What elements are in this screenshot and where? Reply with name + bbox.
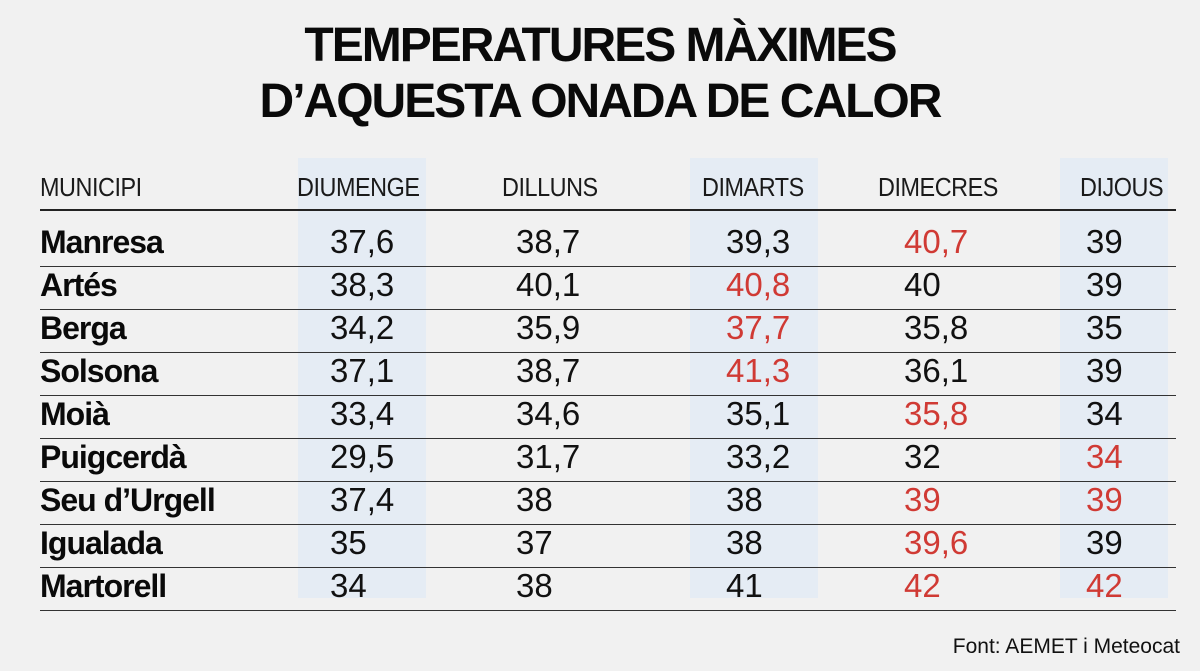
cell-diumenge: 33,4: [330, 395, 395, 432]
cell-diumenge: 29,5: [330, 438, 395, 475]
row-divider: [40, 610, 1176, 611]
row-divider: [40, 524, 1176, 525]
title-line-1: TEMPERATURES MÀXIMES: [304, 19, 897, 72]
cell-dilluns: 38: [516, 481, 553, 518]
municipi-label: Artés: [40, 267, 118, 303]
municipi-label: Manresa: [40, 224, 164, 260]
cell-dimarts: 33,2: [726, 438, 791, 475]
cell-dijous: 39: [1086, 266, 1123, 303]
cell-dijous: 42: [1086, 567, 1123, 604]
source-note: Font: AEMET i Meteocat: [952, 635, 1180, 658]
row-divider: [40, 266, 1176, 267]
cell-dilluns: 38,7: [516, 223, 581, 260]
cell-dimarts: 40,8: [726, 266, 791, 303]
cell-diumenge: 34,2: [330, 309, 395, 346]
header-municipi: MUNICIPI: [40, 172, 142, 202]
header-dimecres: DIMECRES: [878, 172, 998, 202]
municipi-label: Solsona: [40, 353, 158, 389]
cell-dimarts: 37,7: [726, 309, 791, 346]
cell-dimecres: 39,6: [904, 524, 969, 561]
cell-dijous: 39: [1086, 223, 1123, 260]
cell-dijous: 34: [1086, 395, 1123, 432]
cell-dilluns: 38,7: [516, 352, 581, 389]
cell-dijous: 34: [1086, 438, 1123, 475]
municipi-label: Berga: [40, 310, 127, 346]
cell-dimecres: 42: [904, 567, 941, 604]
row-divider: [40, 395, 1176, 396]
cell-diumenge: 38,3: [330, 266, 395, 303]
cell-dilluns: 31,7: [516, 438, 581, 475]
municipi-label: Moià: [40, 396, 110, 432]
municipi-label: Igualada: [40, 525, 163, 561]
cell-dimecres: 40: [904, 266, 941, 303]
cell-dimarts: 35,1: [726, 395, 791, 432]
cell-dimecres: 39: [904, 481, 941, 518]
cell-diumenge: 34: [330, 567, 367, 604]
cell-diumenge: 37,6: [330, 223, 395, 260]
cell-dimarts: 38: [726, 524, 763, 561]
header-dimarts: DIMARTS: [702, 172, 804, 202]
cell-dimecres: 36,1: [904, 352, 969, 389]
cell-dilluns: 38: [516, 567, 553, 604]
municipi-label: Seu d’Urgell: [40, 482, 216, 518]
row-divider: [40, 352, 1176, 353]
header-dijous: DIJOUS: [1080, 172, 1164, 202]
row-divider: [40, 567, 1176, 568]
cell-dimecres: 40,7: [904, 223, 969, 260]
cell-dilluns: 34,6: [516, 395, 581, 432]
row-divider: [40, 481, 1176, 482]
cell-dimarts: 41: [726, 567, 763, 604]
cell-diumenge: 37,1: [330, 352, 395, 389]
cell-dimarts: 41,3: [726, 352, 791, 389]
cell-dilluns: 37: [516, 524, 553, 561]
cell-dijous: 39: [1086, 524, 1123, 561]
title-line-2: D’AQUESTA ONADA DE CALOR: [259, 75, 943, 128]
cell-dimarts: 39,3: [726, 223, 791, 260]
cell-dimecres: 35,8: [904, 395, 969, 432]
cell-dimecres: 35,8: [904, 309, 969, 346]
cell-dilluns: 35,9: [516, 309, 581, 346]
cell-diumenge: 35: [330, 524, 367, 561]
cell-dijous: 35: [1086, 309, 1123, 346]
municipi-label: Puigcerdà: [40, 439, 187, 475]
header-dilluns: DILLUNS: [502, 172, 598, 202]
cell-dimecres: 32: [904, 438, 941, 475]
row-divider: [40, 309, 1176, 310]
row-divider: [40, 438, 1176, 439]
cell-dijous: 39: [1086, 352, 1123, 389]
chart-title: TEMPERATURES MÀXIMES D’AQUESTA ONADA DE …: [0, 18, 1200, 130]
municipi-label: Martorell: [40, 568, 167, 604]
header-diumenge: DIUMENGE: [297, 172, 420, 202]
cell-dilluns: 40,1: [516, 266, 581, 303]
header-divider: [40, 209, 1176, 211]
cell-dijous: 39: [1086, 481, 1123, 518]
cell-diumenge: 37,4: [330, 481, 395, 518]
cell-dimarts: 38: [726, 481, 763, 518]
